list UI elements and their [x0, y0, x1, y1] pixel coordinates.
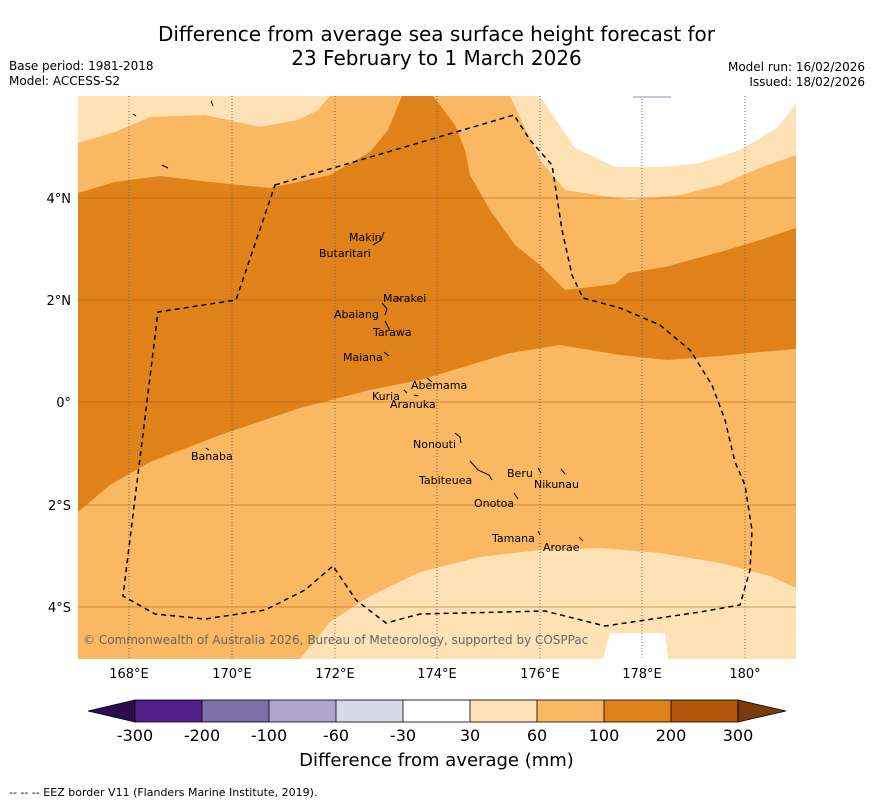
colorbar-tick: 300 [723, 726, 754, 745]
chart-title-line1: Difference from average sea surface heig… [157, 22, 716, 46]
colorbar-dividers [201, 700, 672, 722]
lat-tick-4n: 4°N [47, 192, 72, 207]
shade-30-60-bottom [300, 548, 796, 659]
place-labels: Makin Butaritari Marakei Abaiang Tarawa … [191, 231, 580, 554]
model-run: Model run: 16/02/2026 [727, 60, 865, 74]
place-label-marakei: Marakei [383, 292, 426, 305]
lon-tick-170e: 170°E [212, 667, 252, 682]
place-label-tabiteuea: Tabiteuea [418, 474, 472, 487]
colorbar-tick: -200 [184, 726, 220, 745]
colorbar-extend-high [737, 699, 787, 723]
colorbar-tick: -60 [323, 726, 349, 745]
issued-date: Issued: 18/02/2026 [749, 75, 865, 89]
colorbar: -300 -200 -100 -60 -30 30 60 100 200 300 [87, 699, 787, 745]
neg-patch-top [633, 96, 671, 98]
place-label-nonouti: Nonouti [413, 438, 456, 451]
lon-tick-168e: 168°E [109, 667, 149, 682]
place-label-beru: Beru [507, 467, 533, 480]
meta-left: Base period: 1981-2018 Model: ACCESS-S2 [9, 59, 154, 89]
copyright-text: © Commonwealth of Australia 2026, Bureau… [83, 633, 588, 647]
eez-border [122, 114, 753, 627]
latitude-lines [78, 197, 796, 608]
lat-axis: 4°N 2°N 0° 2°S 4°S [47, 192, 72, 616]
colorbar-swatch [336, 700, 403, 722]
place-label-butaritari: Butaritari [319, 247, 371, 260]
place-label-aranuka: Aranuka [390, 398, 436, 411]
colorbar-ticks: -300 -200 -100 -60 -30 30 60 100 200 300 [117, 726, 753, 745]
colorbar-frame [134, 699, 739, 723]
place-label-abemama: Abemama [411, 379, 467, 392]
islands [132, 100, 584, 542]
colorbar-tick: 100 [589, 726, 620, 745]
place-label-tamana: Tamana [491, 532, 535, 545]
place-label-makin: Makin [349, 231, 382, 244]
lon-axis: 168°E 170°E 172°E 174°E 176°E 178°E 180° [109, 667, 760, 682]
map-area: Makin Butaritari Marakei Abaiang Tarawa … [78, 96, 796, 659]
colorbar-swatch [671, 700, 738, 722]
colorbar-swatch [470, 700, 537, 722]
lon-tick-172e: 172°E [315, 667, 355, 682]
place-label-banaba: Banaba [191, 450, 233, 463]
colorbar-title: Difference from average (mm) [299, 750, 574, 771]
shade-30-60-topleft [78, 96, 330, 143]
colorbar-swatch [537, 700, 604, 722]
place-label-nikunau: Nikunau [534, 478, 579, 491]
place-label-abaiang: Abaiang [334, 308, 379, 321]
colorbar-tick: -100 [251, 726, 287, 745]
lat-tick-0: 0° [56, 396, 71, 411]
lat-tick-2n: 2°N [47, 294, 72, 309]
eez-legend-note: -- -- -- EEZ border V11 (Flanders Marine… [9, 786, 318, 799]
lat-tick-4s: 4°S [48, 601, 71, 616]
colorbar-tick: 200 [656, 726, 687, 745]
lon-tick-178e: 178°E [622, 667, 662, 682]
base-period: Base period: 1981-2018 [9, 59, 154, 73]
colorbar-swatch [135, 700, 202, 722]
place-label-kuria: Kuria [372, 390, 400, 403]
graticule [128, 96, 746, 659]
shade-neutral-top [540, 96, 796, 167]
lon-tick-180: 180° [729, 667, 760, 682]
lat-tick-2s: 2°S [48, 499, 71, 514]
colorbar-tick: 60 [527, 726, 547, 745]
lon-tick-176e: 176°E [520, 667, 560, 682]
colorbar-swatch [604, 700, 671, 722]
meta-right: Model run: 16/02/2026 Issued: 18/02/2026 [728, 60, 865, 90]
chart-title: Difference from average sea surface heig… [0, 22, 873, 70]
colorbar-swatch [202, 700, 269, 722]
place-label-arorae: Arorae [543, 541, 580, 554]
colorbar-tick: 30 [460, 726, 480, 745]
place-label-maiana: Maiana [343, 351, 383, 364]
colorbar-extend-low [87, 699, 136, 723]
colorbar-tick: -300 [117, 726, 153, 745]
colorbar-swatch [403, 700, 470, 722]
shade-neutral-bottom [603, 633, 668, 659]
lon-tick-174e: 174°E [417, 667, 457, 682]
model-name: Model: ACCESS-S2 [9, 74, 121, 88]
chart-title-line2: 23 February to 1 March 2026 [291, 46, 582, 70]
colorbar-swatch [269, 700, 336, 722]
colorbar-tick: -30 [390, 726, 416, 745]
place-label-onotoa: Onotoa [474, 497, 514, 510]
place-label-tarawa: Tarawa [372, 326, 412, 339]
